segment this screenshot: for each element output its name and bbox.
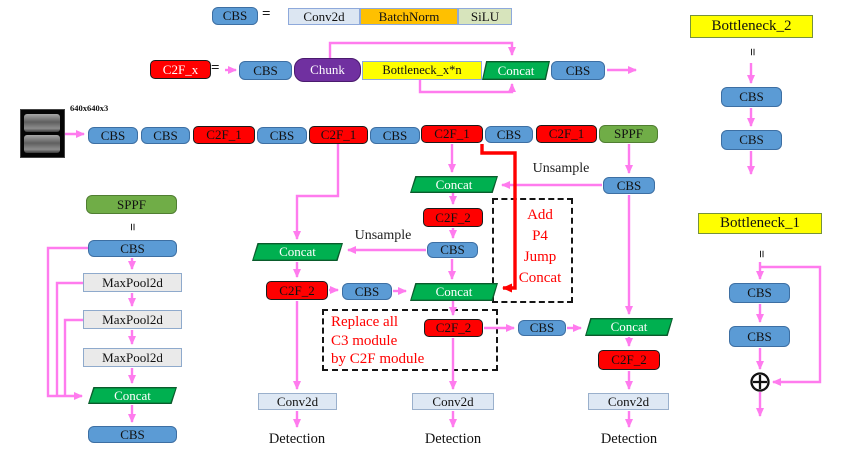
- jump-annotation-text: Add P4 Jump Concat: [518, 207, 562, 286]
- neck-c2f2-n5: C2F_2: [598, 350, 660, 370]
- neck-cbs-downsample-2: CBS: [518, 320, 566, 336]
- sppf-detail-title: SPPF: [86, 195, 177, 214]
- neck-concat-p4: Concat: [410, 176, 498, 193]
- sppf-maxpool-1: MaxPool2d: [83, 273, 182, 292]
- sppf-cbs-in: CBS: [88, 240, 177, 257]
- sppf-concat: Concat: [88, 387, 177, 404]
- replace-annotation-box: [322, 309, 498, 371]
- sppf-maxpool-2: MaxPool2d: [83, 310, 182, 329]
- legend-bottleneck-block: Bottleneck_x*n: [362, 61, 482, 80]
- backbone-cbs-4: CBS: [370, 127, 420, 144]
- bottleneck2-title: Bottleneck_2: [690, 15, 813, 38]
- bottleneck2-cbs-1: CBS: [721, 87, 782, 107]
- backbone-c2f1-4: C2F_1: [536, 125, 597, 143]
- legend-c2f-cbs-out: CBS: [551, 61, 605, 80]
- backbone-cbs-5: CBS: [485, 126, 533, 143]
- sppf-maxpool-3: MaxPool2d: [83, 348, 182, 367]
- replace-annotation-text: Replace all C3 module by C2F module: [331, 314, 425, 367]
- unsample-label-top: Unsample: [532, 161, 590, 176]
- neck-concat-n5: Concat: [585, 318, 673, 336]
- bottleneck1-cbs-1: CBS: [729, 283, 790, 303]
- add-icon: [750, 372, 770, 392]
- head-conv2d-p3: Conv2d: [258, 393, 337, 410]
- detection-label-p4: Detection: [424, 431, 482, 447]
- legend-concat-block: Concat: [482, 61, 550, 80]
- backbone-sppf: SPPF: [599, 125, 658, 143]
- legend-silu-block: SiLU: [458, 8, 512, 25]
- neck-c2f2-p4: C2F_2: [423, 208, 483, 227]
- input-image-object: [24, 135, 60, 153]
- neck-c2f2-p3: C2F_2: [266, 281, 328, 300]
- legend-batchnorm-block: BatchNorm: [360, 8, 458, 25]
- bottleneck1-title: Bottleneck_1: [698, 213, 822, 234]
- detection-label-p3: Detection: [268, 431, 326, 447]
- backbone-cbs-1: CBS: [88, 127, 138, 144]
- legend-c2fx-block: C2F_x: [150, 60, 211, 79]
- legend-cbs-block: CBS: [212, 7, 258, 25]
- backbone-c2f1-1: C2F_1: [193, 126, 255, 144]
- neck-cbs-p4: CBS: [427, 242, 478, 258]
- legend-chunk-block: Chunk: [294, 58, 361, 82]
- backbone-c2f1-2: C2F_1: [309, 126, 368, 144]
- input-image: [20, 109, 65, 158]
- neck-cbs-downsample-1: CBS: [342, 283, 392, 300]
- bottleneck1-cbs-2: CBS: [729, 326, 790, 347]
- equals-rotated: =: [744, 48, 759, 56]
- head-conv2d-p4: Conv2d: [412, 393, 494, 410]
- bottleneck2-cbs-2: CBS: [721, 130, 782, 150]
- head-conv2d-p5: Conv2d: [588, 393, 669, 410]
- unsample-label-mid: Unsample: [354, 228, 412, 243]
- legend-c2f-cbs-in: CBS: [239, 61, 292, 80]
- legend-conv2d-block: Conv2d: [288, 8, 360, 25]
- neck-concat-n4: Concat: [410, 283, 498, 301]
- equals-sign: =: [211, 60, 220, 76]
- sppf-cbs-out: CBS: [88, 426, 177, 443]
- input-image-object: [24, 114, 60, 132]
- backbone-c2f1-3: C2F_1: [421, 125, 483, 143]
- equals-rotated: =: [753, 250, 768, 258]
- equals-rotated: =: [124, 223, 139, 231]
- equals-sign: =: [262, 6, 271, 22]
- neck-cbs-p5: CBS: [603, 177, 655, 194]
- backbone-cbs-3: CBS: [257, 127, 307, 144]
- backbone-cbs-2: CBS: [141, 127, 190, 144]
- detection-label-p5: Detection: [600, 431, 658, 447]
- input-size-label: 640x640x3: [70, 103, 109, 113]
- neck-c2f2-n4: C2F_2: [424, 319, 483, 337]
- neck-concat-p3: Concat: [252, 243, 343, 261]
